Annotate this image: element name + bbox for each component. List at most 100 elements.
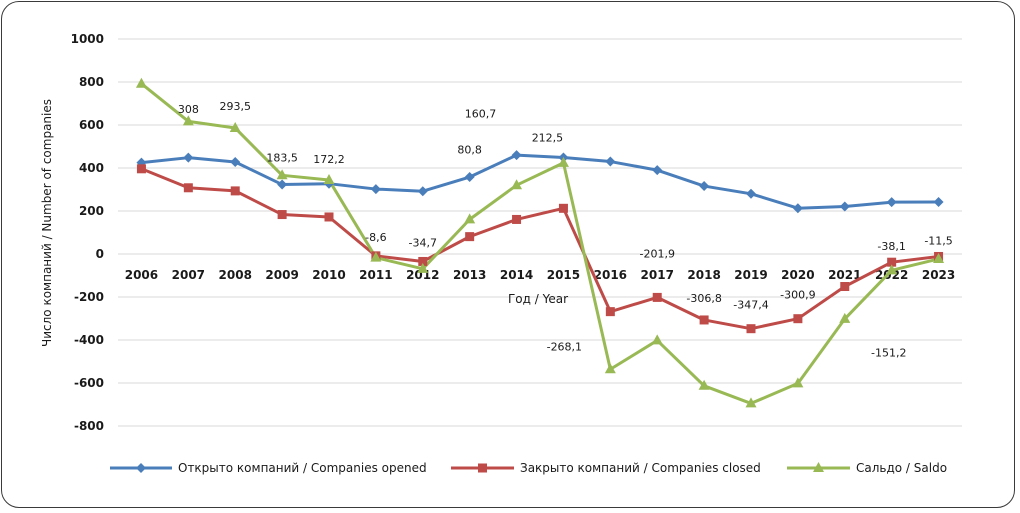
series-line — [141, 153, 939, 210]
legend-label: Открыто компаний / Companies opened — [178, 461, 427, 475]
legend-label: Сальдо / Saldo — [856, 461, 947, 475]
data-label: -38,1 — [877, 240, 905, 253]
data-point — [605, 307, 615, 317]
data-label: 212,5 — [532, 131, 564, 144]
data-point — [698, 379, 710, 390]
data-point — [182, 115, 194, 126]
data-label: -300,9 — [780, 289, 815, 302]
data-point — [370, 251, 382, 262]
y-tick-label: -800 — [74, 419, 104, 433]
data-label: -268,1 — [547, 341, 582, 354]
data-point — [136, 463, 146, 473]
x-tick-label: 2012 — [406, 268, 439, 282]
data-point — [183, 183, 193, 193]
y-tick-label: -600 — [74, 376, 104, 390]
data-label: -11,5 — [924, 234, 952, 247]
data-point — [276, 169, 288, 180]
data-point — [813, 462, 824, 472]
y-tick-label: 200 — [79, 204, 104, 218]
data-point — [605, 156, 616, 167]
x-tick-label: 2008 — [219, 268, 252, 282]
x-tick-label: 2015 — [547, 268, 580, 282]
data-point — [840, 282, 850, 292]
y-axis-label: Число компаний / Number of companies — [40, 99, 54, 347]
data-label: 160,7 — [465, 107, 497, 120]
x-tick-label: 2010 — [312, 268, 345, 282]
data-point — [135, 77, 147, 88]
data-point — [933, 196, 944, 207]
data-label: 80,8 — [457, 144, 482, 157]
data-label: -34,7 — [409, 236, 437, 249]
data-point — [792, 203, 803, 214]
gridlines — [118, 38, 962, 427]
data-label: 293,5 — [219, 100, 251, 113]
x-tick-label: 2018 — [687, 268, 720, 282]
data-point — [511, 150, 522, 161]
x-tick-label: 2020 — [781, 268, 814, 282]
y-tick-label: 1000 — [71, 32, 104, 46]
data-point — [651, 334, 663, 345]
x-tick-label: 2019 — [734, 268, 767, 282]
data-point — [699, 181, 710, 192]
data-label: -306,8 — [686, 292, 721, 305]
data-point — [793, 314, 803, 324]
x-tick-label: 2011 — [359, 268, 392, 282]
data-label: 308 — [178, 103, 199, 116]
data-point — [230, 186, 240, 196]
data-point — [652, 165, 663, 176]
data-point — [886, 197, 897, 208]
series-line — [140, 82, 939, 405]
x-tick-label: 2023 — [922, 268, 955, 282]
data-point — [277, 210, 287, 220]
data-point — [324, 212, 334, 222]
x-tick-label: 2021 — [828, 268, 861, 282]
y-tick-label: -200 — [74, 290, 104, 304]
data-point — [229, 122, 241, 133]
x-tick-label: 2014 — [500, 268, 533, 282]
data-point — [465, 232, 475, 242]
legend-label: Закрыто компаний / Companies closed — [520, 461, 761, 475]
data-point — [512, 214, 522, 224]
y-tick-label: 800 — [79, 75, 104, 89]
x-tick-label: 2007 — [172, 268, 205, 282]
series-markers — [135, 77, 945, 408]
legend-item: Сальдо / Saldo — [787, 461, 947, 475]
data-point — [652, 292, 662, 302]
data-point — [183, 152, 194, 163]
data-point — [478, 463, 487, 473]
data-point — [323, 174, 335, 185]
data-point — [887, 257, 897, 267]
x-axis-ticks: 2006 2007 2008 2009 2010 2011 2012 2013 2014 2015… — [125, 268, 956, 282]
data-point — [886, 264, 898, 275]
data-point — [746, 324, 756, 334]
x-tick-label: 2006 — [125, 268, 158, 282]
data-point — [792, 377, 804, 388]
data-point — [933, 252, 945, 263]
x-tick-label: 2013 — [453, 268, 486, 282]
data-point — [557, 156, 569, 167]
data-point — [464, 213, 476, 224]
data-point — [418, 256, 428, 266]
x-tick-label: 2009 — [265, 268, 298, 282]
data-point — [745, 397, 757, 408]
data-label: -347,4 — [733, 299, 768, 312]
data-point — [558, 203, 568, 213]
data-point — [230, 156, 241, 167]
data-point — [839, 201, 850, 212]
data-point — [604, 363, 616, 374]
data-point — [417, 262, 429, 273]
data-label: -151,2 — [871, 347, 906, 360]
series-line — [140, 167, 939, 331]
x-axis-label: Год / Year — [508, 292, 568, 306]
data-label: 183,5 — [266, 152, 298, 165]
y-tick-label: -400 — [74, 333, 104, 347]
data-point — [136, 164, 146, 174]
x-tick-label: 2016 — [594, 268, 627, 282]
data-point — [839, 312, 851, 323]
legend-item: Открыто компаний / Companies opened — [110, 461, 427, 475]
data-point — [277, 179, 288, 190]
x-tick-label: 2017 — [641, 268, 674, 282]
data-label: -201,9 — [639, 247, 674, 260]
data-point — [746, 188, 756, 199]
